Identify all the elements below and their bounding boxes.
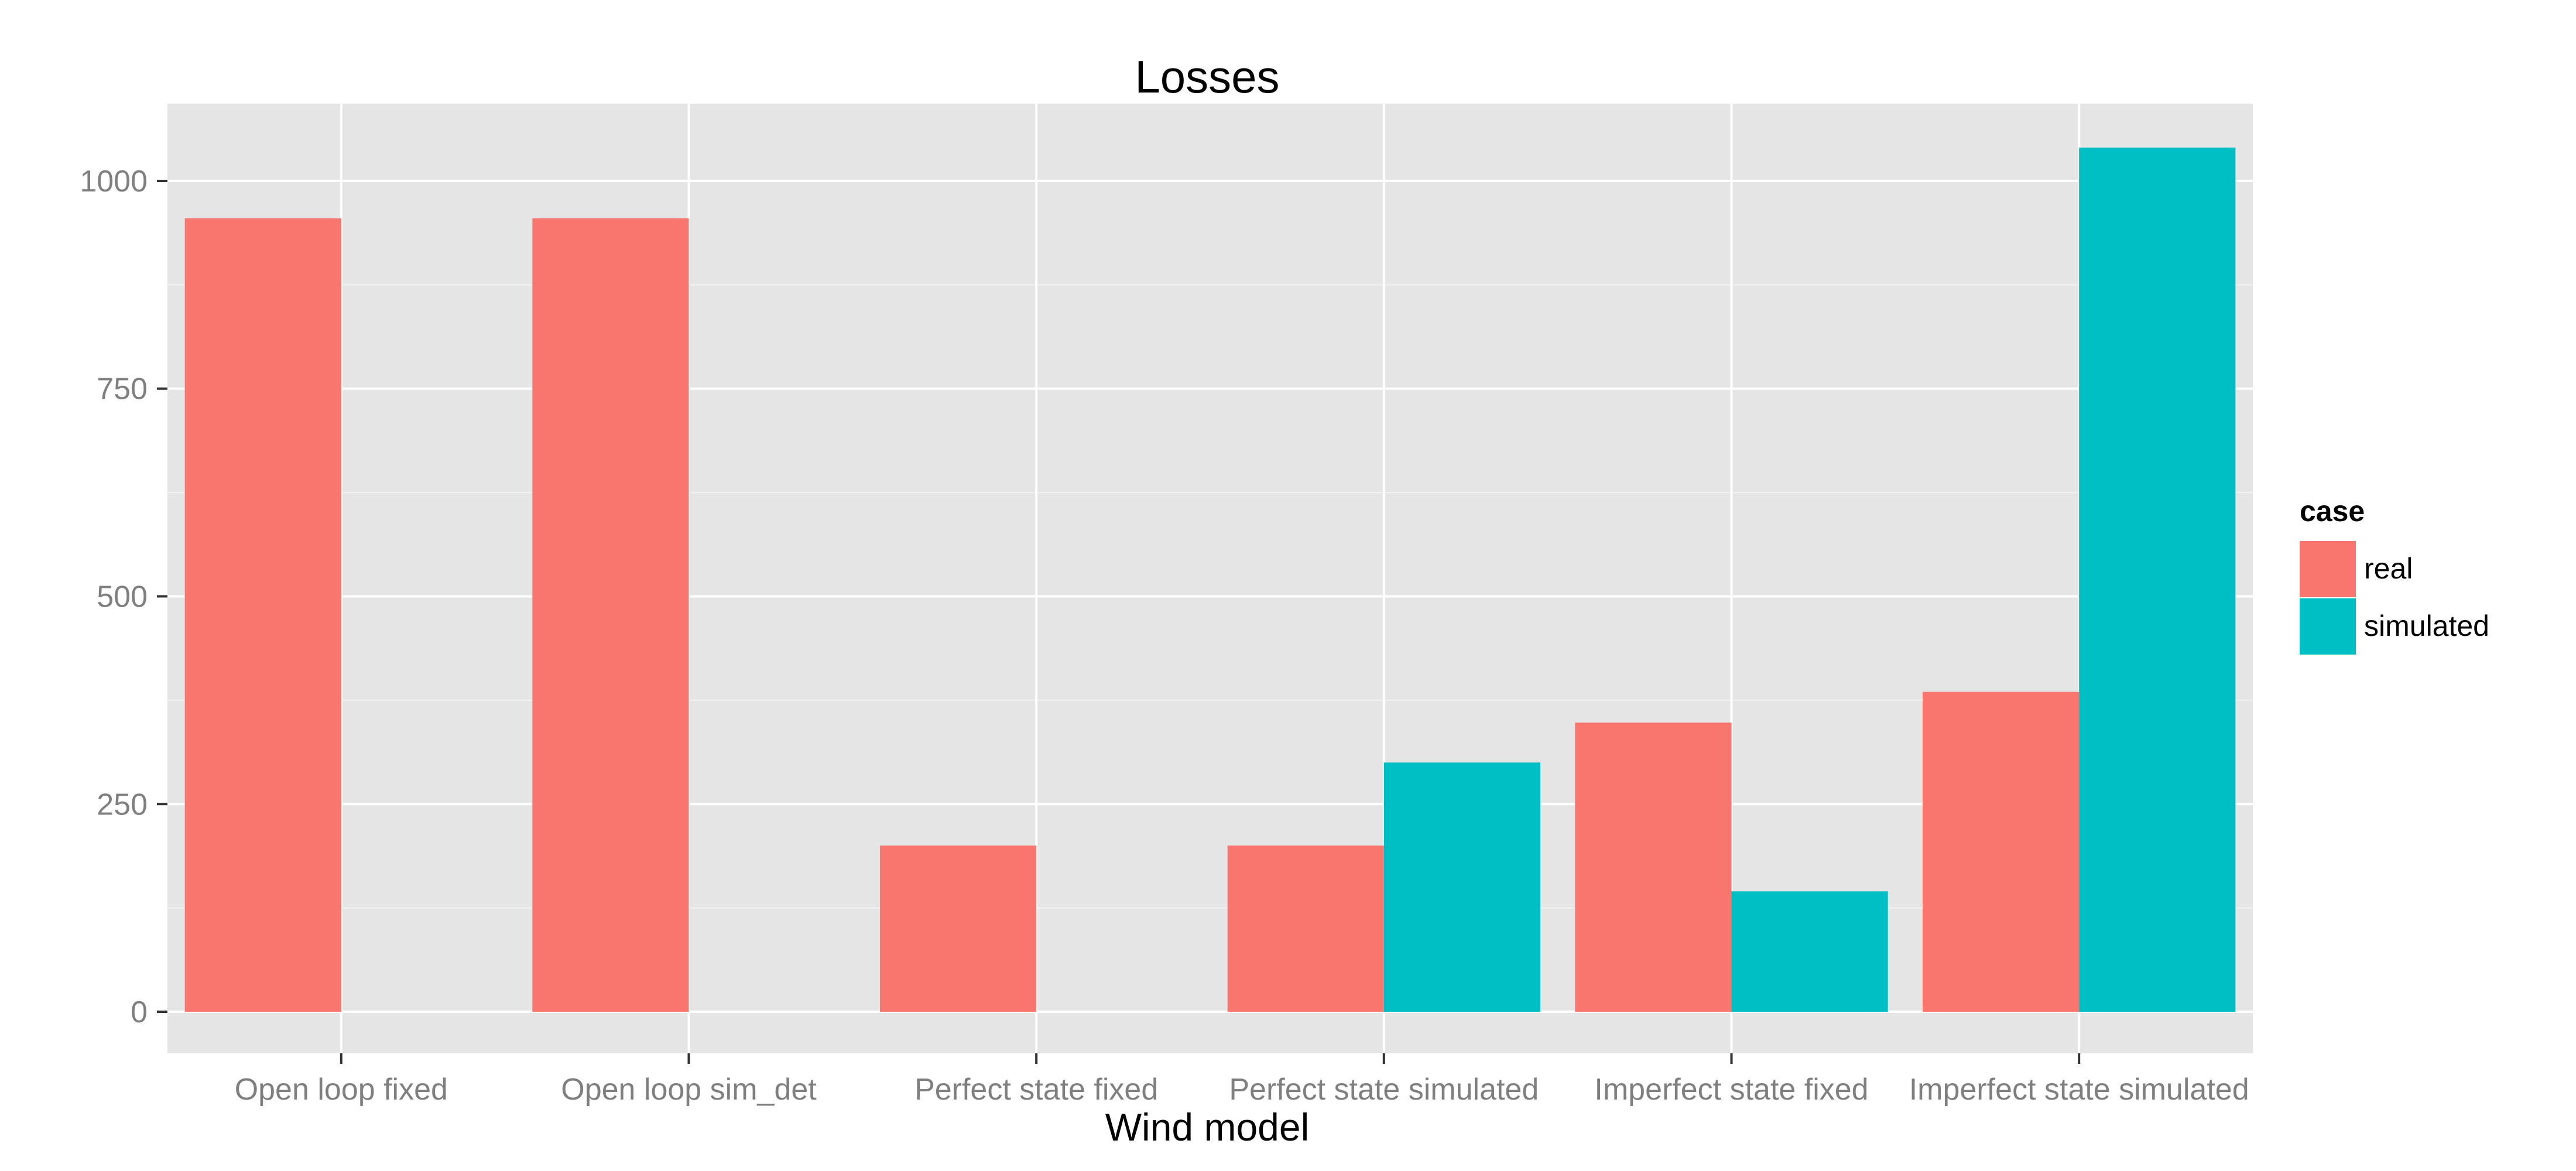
bar-simulated-3 xyxy=(1383,762,1540,1012)
bar-real-3 xyxy=(1227,845,1384,1012)
legend-title: case xyxy=(2300,495,2365,528)
y-tick-label: 500 xyxy=(97,580,148,614)
x-axis-title: Wind model xyxy=(1105,1105,1309,1149)
legend-label-real: real xyxy=(2364,552,2413,585)
panel-background xyxy=(167,104,2253,1053)
legend-key-real xyxy=(2300,541,2356,597)
bar-simulated-4 xyxy=(1731,891,1888,1012)
bar-simulated-5 xyxy=(2079,148,2236,1012)
x-tick-label: Imperfect state fixed xyxy=(1594,1073,1868,1107)
chart-title: Losses xyxy=(1135,51,1279,102)
legend-label-simulated: simulated xyxy=(2364,610,2489,642)
x-tick-label: Open loop sim_det xyxy=(561,1073,817,1107)
y-tick-label: 750 xyxy=(97,372,148,406)
bar-real-2 xyxy=(880,845,1037,1012)
axes: 0 250 500 750 1000 Open loop fixed Open loop s… xyxy=(80,165,2249,1107)
bar-real-0 xyxy=(184,218,341,1012)
bar-real-4 xyxy=(1575,723,1732,1012)
bar-real-5 xyxy=(1923,691,2080,1012)
y-tick-label: 0 xyxy=(131,995,148,1029)
y-tick-label: 1000 xyxy=(80,165,148,198)
x-tick-label: Imperfect state simulated xyxy=(1909,1073,2249,1107)
legend-key-simulated xyxy=(2300,598,2356,655)
bar-real-1 xyxy=(532,218,689,1012)
x-tick-label: Perfect state fixed xyxy=(914,1073,1158,1107)
legend: case real simulated xyxy=(2300,495,2489,655)
x-tick-label: Open loop fixed xyxy=(235,1073,448,1107)
bars xyxy=(184,148,2236,1012)
x-tick-label: Perfect state simulated xyxy=(1229,1073,1539,1107)
y-tick-label: 250 xyxy=(97,787,148,821)
